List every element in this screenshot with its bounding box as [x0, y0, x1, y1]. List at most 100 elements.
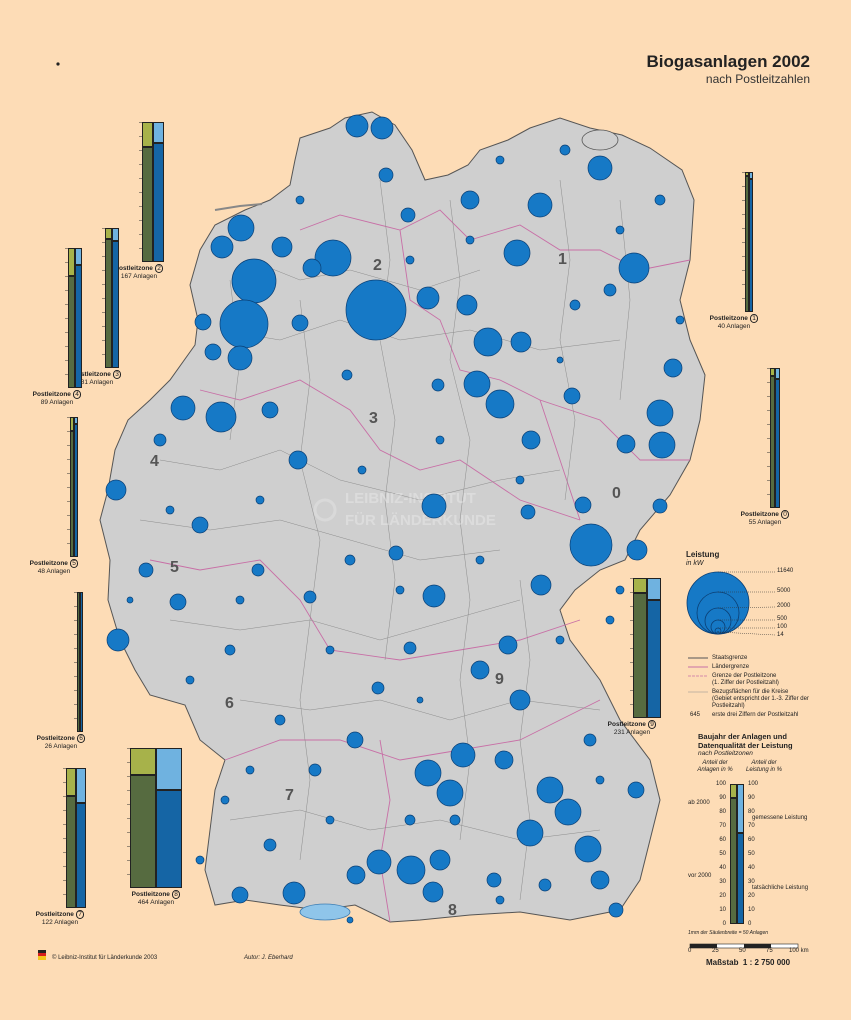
bar-plants-vor2000	[105, 239, 112, 368]
plant-circle	[422, 584, 446, 608]
plant-circle	[495, 155, 505, 165]
zone-digit-3: 3	[369, 410, 378, 427]
plant-circle	[569, 523, 613, 567]
zone-axis-ticks	[65, 248, 68, 388]
bar-plants-vor2000	[70, 431, 74, 557]
bar-plants-ab2000	[770, 368, 775, 377]
zone-label-count: 40 Anlagen	[717, 323, 751, 330]
year-tick-l: 90	[719, 795, 726, 801]
plant-circle	[654, 194, 666, 206]
plant-circle	[652, 498, 668, 514]
zone-label-count: 26 Anlagen	[44, 743, 78, 750]
bar-power-actual	[75, 264, 82, 388]
scale-tick-50: 50	[739, 948, 746, 954]
zone-label-name: Postleitzone	[114, 265, 155, 272]
bar-power-measured	[112, 228, 119, 241]
legend-circle-11640	[686, 571, 750, 635]
bar-plants-vor2000	[130, 774, 156, 888]
legend-code-meaning: erste drei Ziffern der Postleitzahl	[712, 712, 799, 718]
year-legend-title: Baujahr der Anlagen und Datenqualität de…	[698, 732, 793, 750]
zone-label-digit: 0	[780, 510, 790, 519]
zone-axis-ticks	[127, 748, 130, 888]
zone-label-count: 48 Anlagen	[37, 568, 71, 575]
year-tick-l: 30	[719, 879, 726, 885]
zone-label-8: Postleitzone 8 464 Anlagen	[116, 890, 196, 907]
corner-dot	[56, 62, 60, 66]
plant-circle	[498, 635, 518, 655]
zone-digit-0: 0	[612, 485, 621, 502]
label-actual-power: tatsächliche Leistung	[752, 885, 809, 891]
year-tick-l: 100	[715, 781, 726, 787]
power-value-2000: 2000	[777, 603, 791, 609]
bar-power-actual	[74, 424, 78, 557]
plant-circle	[646, 399, 674, 427]
plant-circle	[346, 865, 366, 885]
bar-plants-vor2000	[142, 147, 153, 262]
bar-power-actual	[112, 240, 119, 368]
plant-circle	[138, 562, 154, 578]
zone-label-digit: 9	[647, 720, 657, 729]
year-tick-l: 70	[719, 823, 726, 829]
year-legend-bar	[730, 784, 737, 798]
plant-circle	[288, 450, 308, 470]
year-tick-r: 50	[748, 851, 755, 857]
plant-circle	[227, 345, 253, 371]
plant-circle	[515, 475, 525, 485]
plant-circle	[345, 279, 407, 341]
zone-label-digit: 7	[75, 910, 85, 919]
bar-power-actual	[647, 600, 661, 718]
plant-circle	[371, 681, 385, 695]
plant-circle	[563, 387, 581, 405]
plant-circle	[421, 493, 447, 519]
plant-circle	[648, 431, 676, 459]
plant-circle	[663, 358, 683, 378]
year-legend-left-header: Anteil der Anlagen in %	[697, 760, 733, 773]
power-value-500: 500	[777, 616, 788, 622]
zone-label-name: Postleitzone	[36, 735, 77, 742]
plant-circle	[626, 539, 648, 561]
plant-circle	[595, 775, 605, 785]
zone-axis-ticks	[63, 768, 66, 908]
zone-label-count: 89 Anlagen	[40, 399, 74, 406]
plant-circle	[414, 759, 442, 787]
power-value-100: 100	[777, 624, 788, 630]
plant-circle	[403, 641, 417, 655]
plant-circle	[308, 763, 322, 777]
power-value-14: 14	[777, 632, 784, 638]
plant-circle	[388, 545, 404, 561]
plant-circle	[231, 258, 277, 304]
plant-circle	[344, 554, 356, 566]
zone-chart-6	[74, 592, 83, 732]
legend-state-border: Staatsgrenze	[712, 655, 748, 661]
svg-text:LEIBNIZ-INSTITUT: LEIBNIZ-INSTITUT	[345, 490, 476, 507]
zone-label-7: Postleitzone 7 122 Anlagen	[20, 910, 100, 927]
year-legend-bar	[730, 798, 737, 924]
year-legend-bar	[737, 784, 744, 833]
power-legend-leaders	[717, 571, 776, 636]
plant-circle	[494, 750, 514, 770]
line-legend-samples	[688, 657, 708, 693]
plant-circle	[530, 574, 552, 596]
year-legend-subtitle: nach Postleitzonen	[698, 750, 753, 757]
plant-circle	[516, 819, 544, 847]
plant-circle	[291, 314, 309, 332]
year-tick-l: 0	[722, 921, 726, 927]
power-legend-title: Leistung	[686, 550, 720, 559]
zone-label-count: 122 Anlagen	[41, 919, 79, 926]
author: Autor: J. Eberhard	[244, 955, 293, 961]
bar-plants-ab2000	[745, 172, 749, 177]
publisher-logo	[38, 950, 46, 960]
plant-circle	[396, 855, 426, 885]
plant-circle	[274, 714, 286, 726]
legend-sample-code: 645	[690, 712, 701, 718]
zone-axis-ticks	[630, 578, 633, 718]
plant-circle	[255, 495, 265, 505]
plant-circle	[282, 881, 306, 905]
plant-circle	[536, 776, 564, 804]
bar-plants-ab2000	[105, 228, 112, 240]
bar-power-actual	[749, 179, 753, 312]
plant-circle	[263, 838, 277, 852]
bar-power-actual	[153, 143, 164, 262]
year-tick-l: 60	[719, 837, 726, 843]
